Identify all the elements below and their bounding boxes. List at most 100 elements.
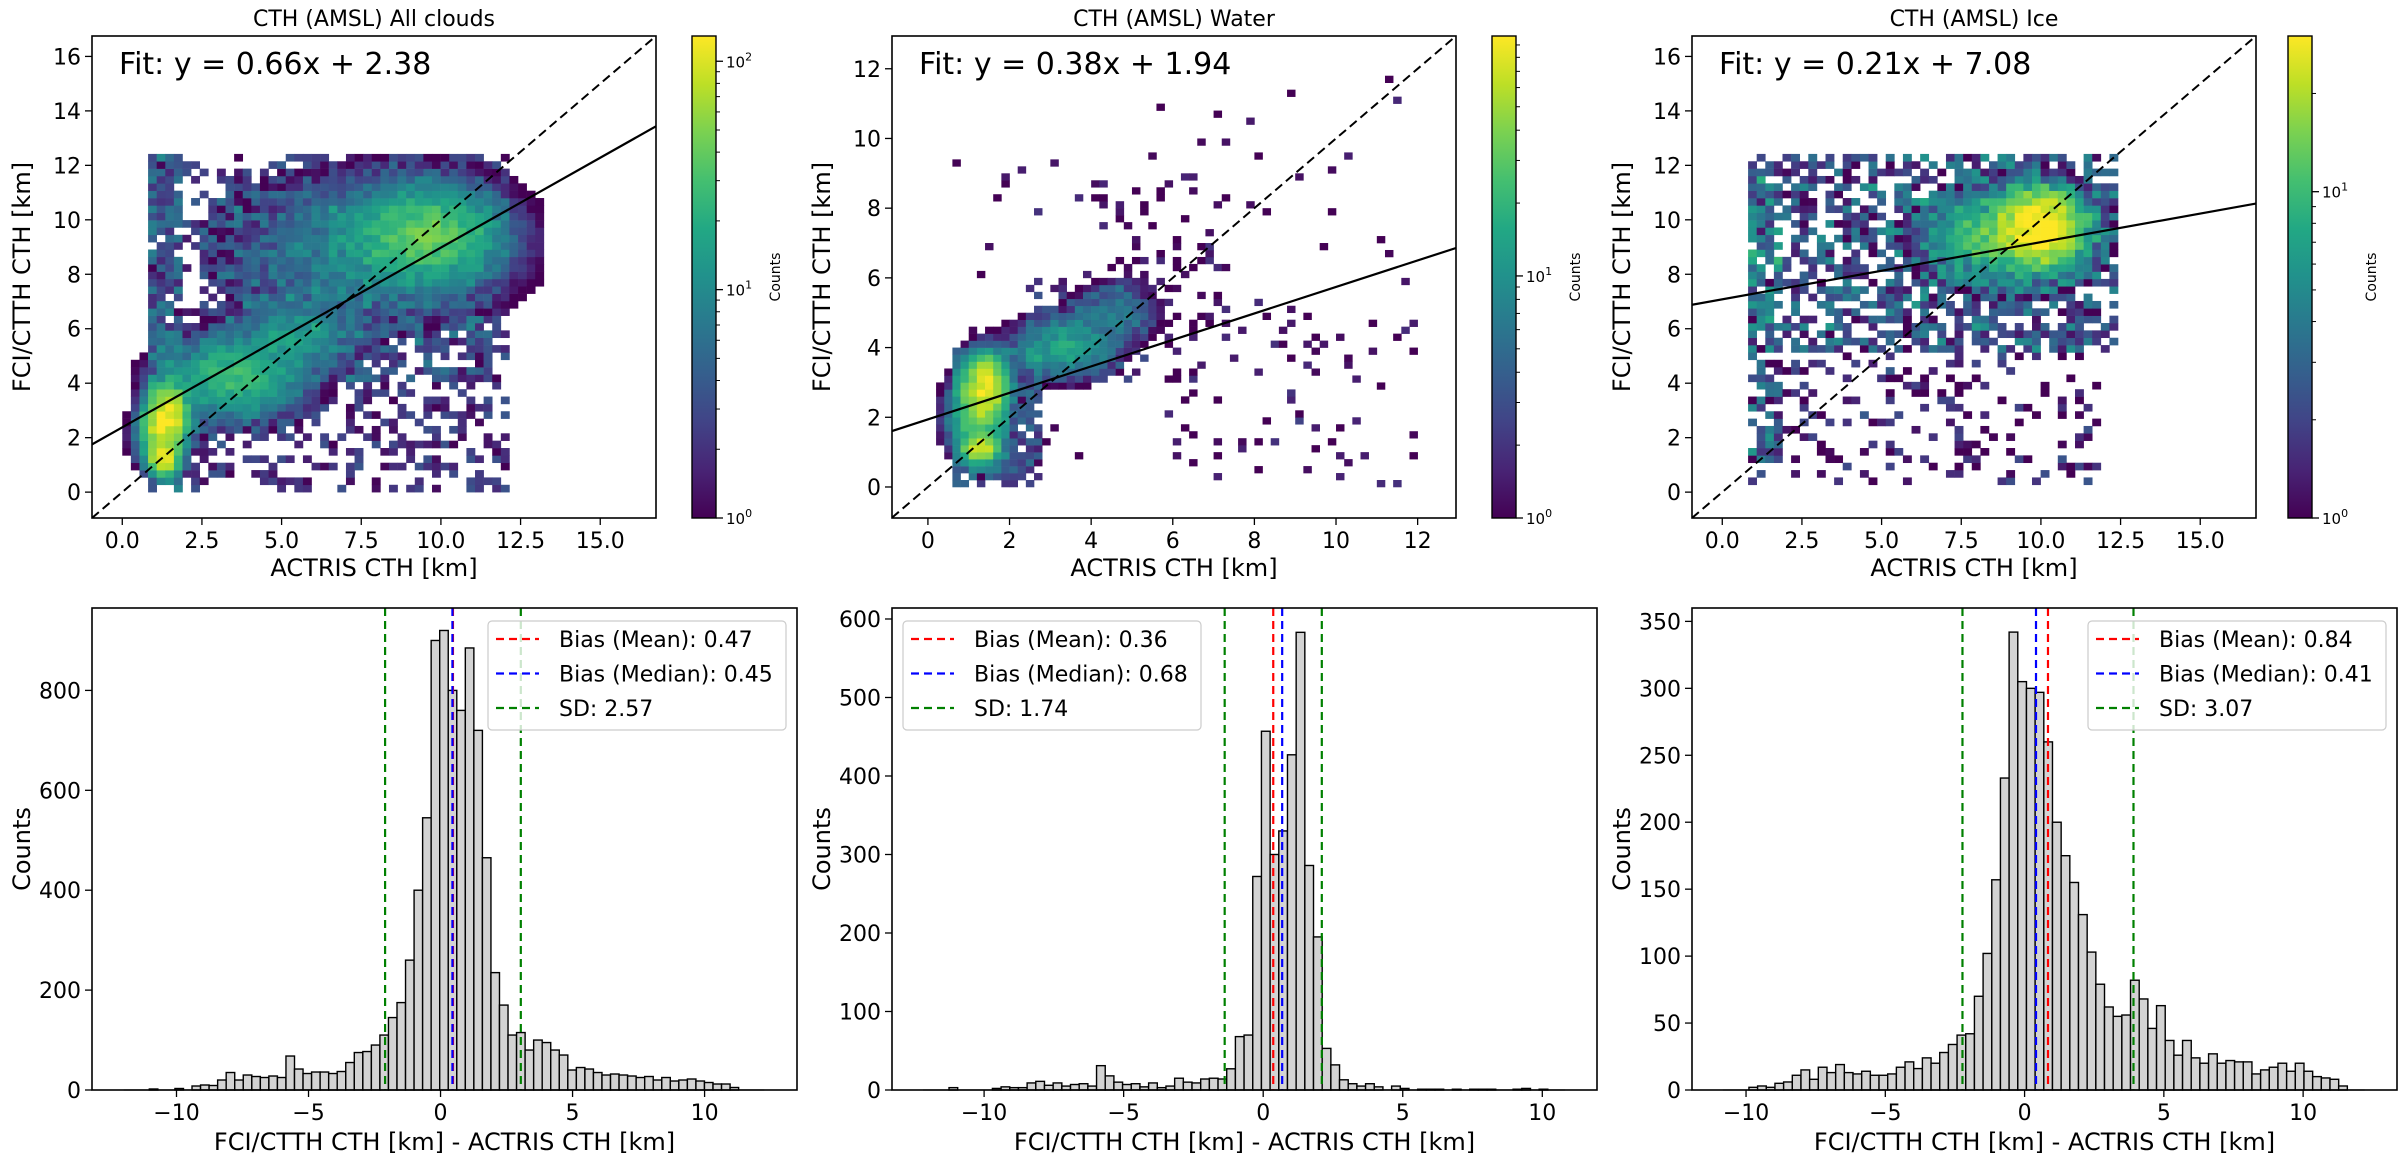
heatmap-cell bbox=[952, 438, 961, 446]
heatmap-cell bbox=[1164, 180, 1174, 188]
heatmap-cell bbox=[380, 345, 390, 353]
histogram-bar bbox=[2060, 854, 2071, 1091]
y-tick-label: 600 bbox=[39, 779, 81, 804]
heatmap-cell bbox=[1902, 153, 1912, 162]
heatmap-cell bbox=[337, 367, 347, 375]
heatmap-cell bbox=[1842, 256, 1852, 265]
heatmap bbox=[1748, 153, 2119, 486]
heatmap-cell bbox=[1902, 256, 1912, 265]
heatmap-cell bbox=[414, 271, 424, 280]
heatmap-cell bbox=[968, 368, 978, 376]
heatmap-cell bbox=[2100, 198, 2110, 206]
heatmap-cell bbox=[311, 330, 321, 339]
heatmap-cell bbox=[371, 433, 381, 441]
heatmap-cell bbox=[216, 345, 226, 353]
heatmap-cell bbox=[1115, 361, 1125, 369]
heatmap-cell bbox=[1034, 291, 1043, 300]
heatmap-cell bbox=[1765, 190, 1775, 199]
heatmap-cell bbox=[968, 403, 978, 411]
heatmap-cell bbox=[216, 227, 226, 236]
heatmap-cell bbox=[388, 242, 398, 250]
heatmap-cell bbox=[1791, 153, 1801, 162]
heatmap-cell bbox=[2049, 227, 2059, 236]
heatmap-cell bbox=[1825, 448, 1835, 456]
heatmap-cell bbox=[1971, 323, 1981, 331]
heatmap-cell bbox=[130, 411, 140, 419]
heatmap-cell bbox=[2075, 323, 2084, 331]
heatmap-cell bbox=[1082, 312, 1092, 320]
heatmap-cell bbox=[1034, 431, 1043, 439]
heatmap-cell bbox=[2083, 271, 2093, 280]
heatmap-cell bbox=[1099, 347, 1108, 355]
heatmap-cell bbox=[302, 153, 312, 162]
heatmap-cell bbox=[1954, 227, 1964, 236]
heatmap-cell bbox=[277, 374, 287, 383]
heatmap-cell bbox=[1262, 417, 1272, 425]
histogram-bar bbox=[2190, 1057, 2201, 1091]
heatmap-cell bbox=[345, 315, 355, 324]
heatmap-cell bbox=[259, 330, 269, 339]
heatmap-cell bbox=[208, 271, 218, 280]
colorbar-label: Counts bbox=[768, 253, 784, 302]
heatmap-cell bbox=[2092, 220, 2102, 228]
heatmap-cell bbox=[1254, 152, 1263, 160]
heatmap-cell bbox=[1058, 361, 1067, 369]
heatmap-cell bbox=[225, 300, 235, 309]
heatmap-cell bbox=[277, 330, 287, 339]
heatmap-cell bbox=[285, 323, 295, 331]
heatmap-cell bbox=[156, 249, 166, 258]
heatmap-cell bbox=[1859, 300, 1869, 309]
heatmap-cell bbox=[259, 323, 269, 331]
heatmap-cell bbox=[156, 462, 166, 471]
heatmap-cell bbox=[492, 256, 502, 265]
heatmap-cell bbox=[345, 403, 355, 412]
heatmap-cell bbox=[1868, 190, 1878, 199]
heatmap-cell bbox=[2023, 190, 2033, 199]
heatmap-cell bbox=[259, 205, 269, 214]
y-tick-label: 100 bbox=[839, 1000, 881, 1025]
heatmap-cell bbox=[251, 418, 261, 427]
heatmap-cell bbox=[423, 153, 433, 162]
histogram-bar bbox=[1921, 1057, 1932, 1091]
heatmap-cell bbox=[173, 242, 183, 250]
heatmap-cell bbox=[2023, 212, 2033, 221]
heatmap-cell bbox=[1748, 175, 1757, 184]
heatmap-cell bbox=[1859, 242, 1869, 250]
heatmap-cell bbox=[328, 308, 338, 316]
heatmap-cell bbox=[1988, 212, 1998, 221]
heatmap-cell bbox=[423, 212, 433, 221]
heatmap-cell bbox=[2109, 300, 2119, 309]
heatmap-cell bbox=[225, 470, 235, 478]
heatmap-cell bbox=[993, 417, 1002, 425]
histogram-bar bbox=[1364, 1083, 1375, 1091]
heatmap-cell bbox=[182, 389, 192, 397]
heatmap-cell bbox=[1001, 410, 1010, 418]
heatmap-cell bbox=[2031, 168, 2041, 177]
heatmap-cell bbox=[191, 462, 201, 471]
heatmap-cell bbox=[1868, 205, 1878, 214]
heatmap-cell bbox=[2075, 315, 2084, 324]
heatmap-cell bbox=[259, 227, 269, 236]
heatmap-cell bbox=[234, 234, 244, 243]
heatmap-cell bbox=[1748, 448, 1757, 456]
heatmap-cell bbox=[363, 315, 373, 324]
heatmap-cell bbox=[492, 323, 502, 331]
heatmap-cell bbox=[345, 227, 355, 236]
heatmap-cell bbox=[509, 286, 519, 294]
y-axis-label: Counts bbox=[8, 807, 36, 891]
histogram-bar bbox=[396, 1001, 407, 1091]
heatmap-cell bbox=[1920, 337, 1930, 346]
heatmap-cell bbox=[380, 190, 390, 199]
heatmap-cell bbox=[2006, 153, 2016, 162]
heatmap-cell bbox=[268, 389, 278, 397]
heatmap-cell bbox=[1140, 333, 1149, 341]
heatmap-cell bbox=[371, 359, 381, 368]
heatmap-cell bbox=[968, 389, 978, 397]
heatmap-cell bbox=[440, 175, 450, 184]
heatmap-cell bbox=[225, 359, 235, 368]
heatmap-cell bbox=[2092, 198, 2102, 206]
heatmap-cell bbox=[251, 264, 261, 272]
heatmap-cell bbox=[1859, 205, 1869, 214]
